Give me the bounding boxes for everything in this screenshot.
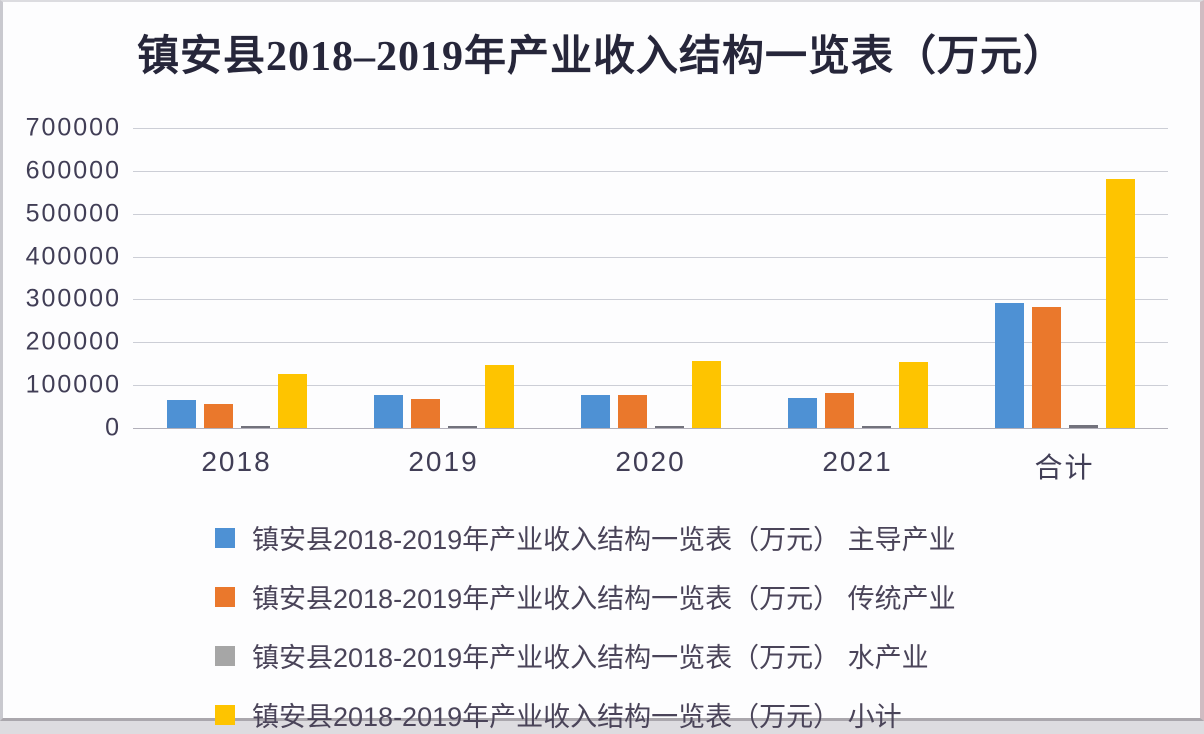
bar (484, 365, 514, 428)
x-axis-line (133, 428, 1168, 429)
bar (787, 397, 817, 428)
bar-group-2018 (133, 374, 340, 428)
legend-item: 镇安县2018-2019年产业收入结构一览表（万元） 小计 (215, 695, 956, 734)
bar (1031, 307, 1061, 428)
gridline (133, 342, 1168, 344)
bar (654, 426, 684, 428)
bar (617, 395, 647, 428)
bar-group-合计 (961, 179, 1168, 428)
y-tick-label: 100000 (25, 370, 121, 399)
legend-swatch (215, 527, 235, 548)
legend-item: 镇安县2018-2019年产业收入结构一览表（万元） 传统产业 (215, 577, 956, 616)
bar (861, 426, 891, 428)
chart-title: 镇安县2018–2019年产业收入结构一览表（万元） (136, 34, 1066, 80)
gridline (133, 213, 1168, 215)
bar (373, 395, 403, 428)
bar (447, 426, 477, 428)
legend-label: 镇安县2018-2019年产业收入结构一览表（万元） 小计 (252, 702, 902, 732)
x-tick-label: 2021 (822, 446, 893, 477)
gridline (133, 385, 1168, 387)
bar-group-2019 (340, 365, 547, 428)
bar (1105, 179, 1135, 428)
bar (1068, 424, 1098, 428)
legend-swatch (215, 645, 235, 666)
x-tick-label: 合计 (1034, 452, 1095, 483)
legend-swatch (215, 586, 235, 607)
y-tick-label: 700000 (25, 113, 121, 142)
bar (240, 426, 270, 428)
gridline (133, 256, 1168, 258)
bar (898, 362, 928, 428)
legend-item: 镇安县2018-2019年产业收入结构一览表（万元） 水产业 (215, 636, 956, 675)
legend-swatch (215, 704, 235, 725)
y-tick-label: 500000 (25, 199, 121, 228)
y-tick-label: 0 (105, 413, 121, 442)
bar-group-2021 (754, 362, 961, 428)
bar-group-2020 (547, 361, 754, 428)
bar (203, 403, 233, 428)
gridline (133, 299, 1168, 301)
bar (691, 361, 721, 428)
legend-item: 镇安县2018-2019年产业收入结构一览表（万元） 主导产业 (215, 518, 956, 557)
y-tick-label: 600000 (25, 156, 121, 185)
y-tick-label: 200000 (25, 327, 121, 356)
y-tick-label: 300000 (25, 284, 121, 313)
bar (410, 399, 440, 428)
x-tick-label: 2018 (201, 446, 272, 477)
gridline (133, 128, 1168, 129)
gridline (133, 170, 1168, 172)
y-tick-label: 400000 (25, 242, 121, 271)
bar (166, 399, 196, 428)
bar (824, 393, 854, 428)
bar (580, 395, 610, 428)
legend-label: 镇安县2018-2019年产业收入结构一览表（万元） 水产业 (252, 643, 929, 673)
legend-label: 镇安县2018-2019年产业收入结构一览表（万元） 传统产业 (252, 584, 956, 614)
bar (994, 303, 1024, 428)
legend-label: 镇安县2018-2019年产业收入结构一览表（万元） 主导产业 (252, 525, 956, 555)
plot-area: 0 100000 200000 300000 400000 500000 600000 700… (26, 114, 1168, 483)
x-tick-label: 2020 (615, 446, 686, 477)
legend: 镇安县2018-2019年产业收入结构一览表（万元） 主导产业 镇安县2018-2… (215, 518, 956, 734)
x-tick-label: 2019 (408, 446, 479, 477)
bar (277, 374, 307, 428)
